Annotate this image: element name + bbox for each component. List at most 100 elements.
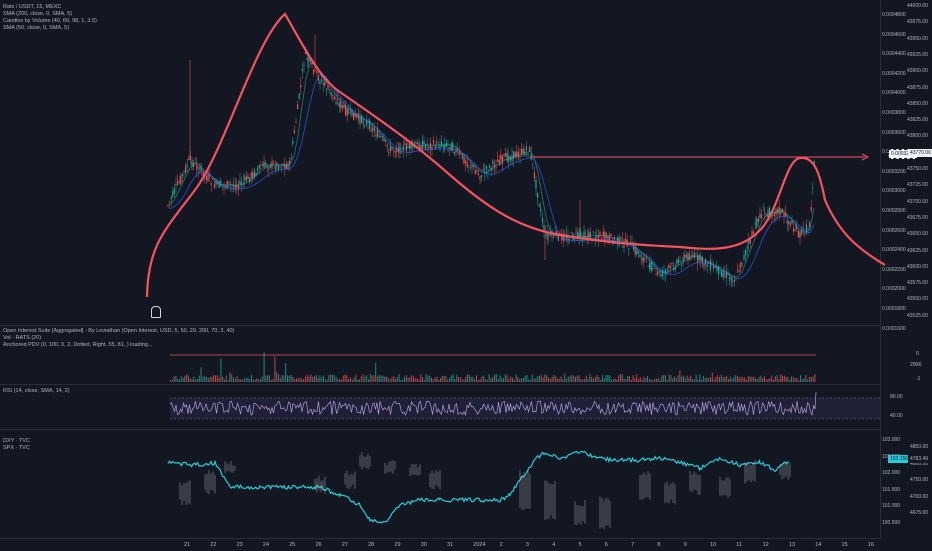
- volume-bar: [738, 377, 740, 382]
- volume-bar: [171, 379, 173, 382]
- index-tick: 43875.00: [907, 84, 928, 91]
- candle-body: [303, 64, 305, 66]
- candle-body: [511, 155, 513, 161]
- volume-bar: [233, 377, 234, 382]
- candle-body: [666, 269, 668, 271]
- volume-bar: [254, 379, 256, 382]
- volume-bar: [312, 376, 314, 382]
- spx-tick: 4850.00: [910, 444, 929, 450]
- sma-50-line: [169, 62, 815, 278]
- legend-vol[interactable]: Vol - RATS (20): [3, 335, 42, 341]
- pane-separator[interactable]: [0, 325, 932, 326]
- time-tick: 2024: [473, 542, 486, 548]
- time-tick: 12: [762, 542, 769, 548]
- candle-body: [236, 184, 238, 188]
- dxy-legend[interactable]: DXY · TVC SPX · TVC: [3, 438, 30, 452]
- main-legend[interactable]: Rats / USDT, 15, MEXC SMA (200, close, 0…: [3, 4, 97, 32]
- volume-bar: [414, 378, 416, 382]
- candle-body: [505, 153, 507, 157]
- legend-candles-by-volume[interactable]: Candles by Volume (40, 60, 98, 1, 3.5): [3, 18, 97, 24]
- pane-separator[interactable]: [0, 429, 932, 430]
- candle-body: [167, 204, 169, 206]
- price-tick: 0.0004400: [882, 51, 906, 58]
- candle-body: [189, 155, 191, 160]
- candle-body: [393, 150, 395, 152]
- candle-body: [183, 170, 185, 172]
- candle-body: [402, 145, 404, 151]
- candle-body: [789, 223, 791, 226]
- volume-bar: [305, 376, 306, 382]
- ghost-icon[interactable]: [151, 306, 161, 318]
- candle-body: [602, 231, 604, 238]
- volume-bar: [704, 377, 706, 382]
- price-tick: 0.0002800: [882, 208, 906, 214]
- candle-body: [373, 128, 375, 132]
- index-tick: 43900.00: [907, 68, 928, 75]
- volume-bar: [587, 378, 589, 382]
- price-tick: 0.0002400: [882, 247, 906, 254]
- legend-symbol[interactable]: Rats / USDT, 15, MEXC: [3, 4, 62, 10]
- candle-body: [601, 237, 603, 239]
- volume-bar: [701, 379, 702, 382]
- legend-spx[interactable]: SPX · TVC: [3, 445, 30, 451]
- candle-body: [388, 151, 390, 154]
- volume-bar: [733, 377, 735, 382]
- legend-sma200[interactable]: SMA (200, close, 0, SMA, 5): [3, 11, 73, 17]
- volume-bar: [560, 376, 562, 382]
- candle-body: [570, 232, 572, 234]
- rsi-line: [169, 391, 817, 417]
- spx-series: [179, 452, 791, 530]
- candle-body: [181, 173, 183, 177]
- candle-body: [813, 160, 815, 164]
- legend-dxy[interactable]: DXY · TVC: [3, 438, 30, 444]
- volume-bar: [420, 374, 422, 382]
- volume-bar: [771, 375, 773, 382]
- ray-arrowhead: [861, 153, 870, 161]
- main-candles: [167, 35, 815, 288]
- candle-body: [429, 142, 431, 150]
- price-axis[interactable]: [880, 0, 932, 538]
- candle-body: [677, 259, 679, 264]
- candle-body: [748, 239, 750, 244]
- volume-bar: [357, 379, 359, 382]
- pane-separator[interactable]: [0, 384, 932, 385]
- candle-body: [797, 230, 799, 238]
- legend-rsi[interactable]: RSI (14, close, SMA, 14, 2): [3, 388, 70, 394]
- candle-body: [749, 237, 751, 243]
- rsi-legend[interactable]: RSI (14, close, SMA, 14, 2): [3, 388, 70, 395]
- candle-body: [762, 209, 764, 211]
- volume-bar: [591, 376, 593, 382]
- volume-legend[interactable]: Open Interest Suite [Aggregated] - By Le…: [3, 328, 234, 349]
- candle-body: [444, 144, 446, 150]
- candle-body: [409, 143, 411, 150]
- volume-bar: [643, 376, 645, 382]
- candle-body: [263, 162, 265, 169]
- candle-body: [506, 153, 508, 162]
- time-axis[interactable]: 21 22 23 24 25 26 27 28 29 30 31 2024 2 3 4 5 6 7 8 9 10 11 12…: [0, 538, 880, 551]
- volume-bar: [175, 375, 177, 382]
- volume-bar: [794, 378, 796, 382]
- candle-body: [674, 266, 676, 270]
- candle-body: [556, 231, 558, 235]
- volume-bar: [186, 374, 188, 382]
- candle-body: [279, 165, 281, 167]
- volume-bar: [713, 379, 715, 382]
- candle-body: [354, 113, 356, 117]
- volume-bar: [641, 379, 643, 382]
- legend-sma50[interactable]: SMA (50, close, 0, SMA, 5): [3, 25, 70, 31]
- legend-open-interest[interactable]: Open Interest Suite [Aggregated] - By Le…: [3, 328, 235, 334]
- candle-body: [609, 234, 611, 242]
- candle-body: [287, 163, 289, 169]
- candle-body: [306, 57, 308, 60]
- volume-bar: [209, 377, 211, 382]
- legend-anchored-pdv[interactable]: Anchored PDV (0, 100, 0, 2, Dotted, Righ…: [3, 342, 153, 348]
- volume-bar: [342, 375, 344, 382]
- main-chart-pane[interactable]: [0, 0, 880, 325]
- volume-bar: [393, 376, 395, 382]
- volume-bar: [267, 375, 269, 382]
- candle-body: [439, 145, 441, 149]
- candle-body: [337, 99, 339, 100]
- volume-bar: [440, 378, 441, 382]
- volume-bar: [783, 375, 785, 382]
